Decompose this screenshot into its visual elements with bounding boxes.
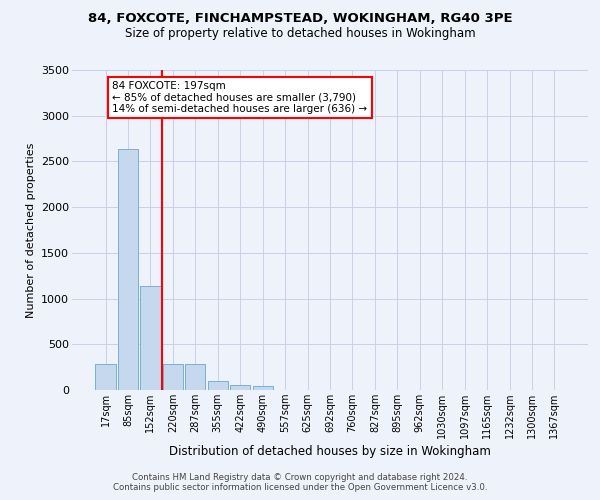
Bar — [163, 364, 183, 390]
Bar — [230, 384, 250, 390]
Bar — [253, 386, 273, 390]
Text: 84, FOXCOTE, FINCHAMPSTEAD, WOKINGHAM, RG40 3PE: 84, FOXCOTE, FINCHAMPSTEAD, WOKINGHAM, R… — [88, 12, 512, 26]
Bar — [208, 381, 228, 390]
Text: Contains public sector information licensed under the Open Government Licence v3: Contains public sector information licen… — [113, 484, 487, 492]
Text: Contains HM Land Registry data © Crown copyright and database right 2024.: Contains HM Land Registry data © Crown c… — [132, 472, 468, 482]
Bar — [95, 364, 116, 390]
Bar — [118, 148, 138, 390]
Bar — [140, 286, 161, 390]
Text: 84 FOXCOTE: 197sqm
← 85% of detached houses are smaller (3,790)
14% of semi-deta: 84 FOXCOTE: 197sqm ← 85% of detached hou… — [112, 81, 367, 114]
Y-axis label: Number of detached properties: Number of detached properties — [26, 142, 35, 318]
Text: Size of property relative to detached houses in Wokingham: Size of property relative to detached ho… — [125, 28, 475, 40]
X-axis label: Distribution of detached houses by size in Wokingham: Distribution of detached houses by size … — [169, 445, 491, 458]
Bar — [185, 364, 205, 390]
